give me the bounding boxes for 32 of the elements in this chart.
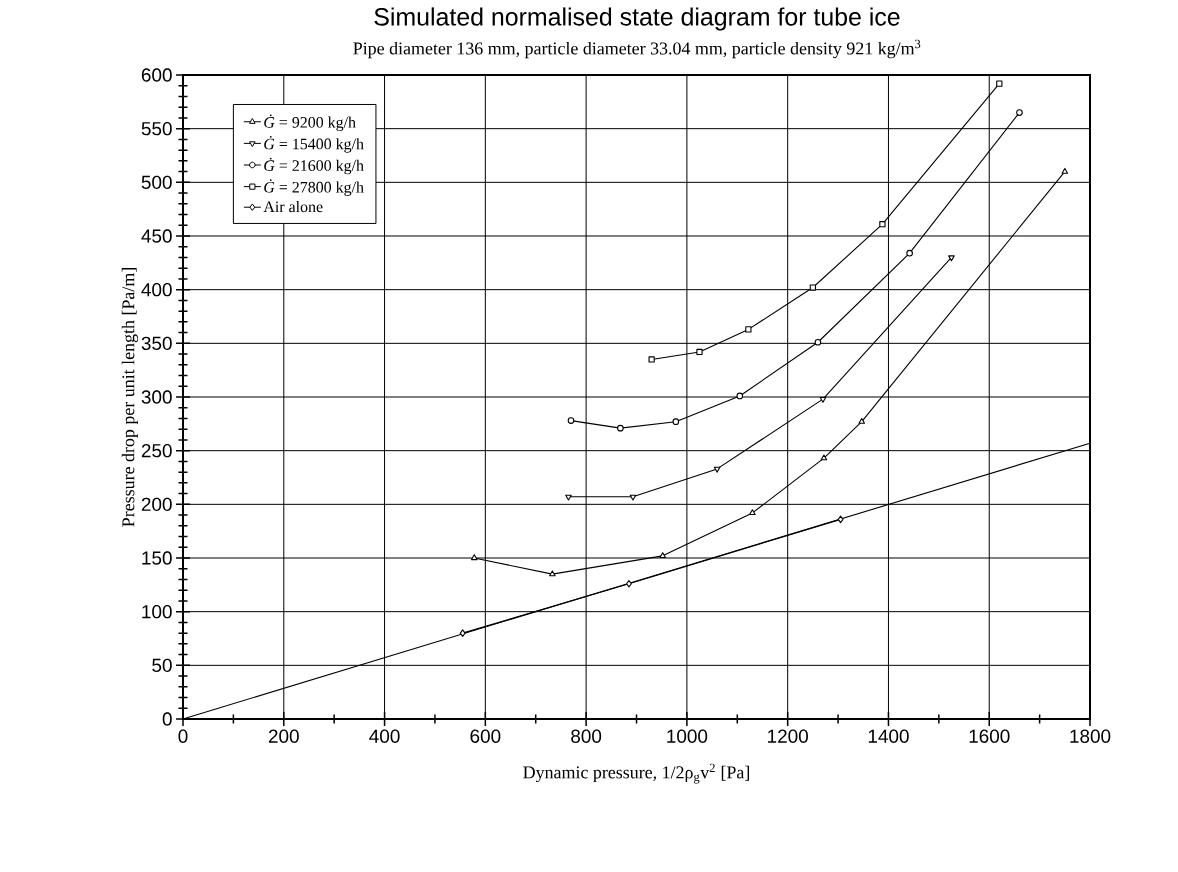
- y-tick-label: 350: [141, 336, 172, 351]
- x-tick-label: 800: [571, 729, 602, 743]
- y-tick-label: 500: [141, 175, 172, 190]
- legend-label: Ġ = 21600 kg/h: [264, 157, 364, 175]
- y-tick-label: 400: [141, 282, 172, 297]
- y-tick-label: 550: [141, 121, 172, 136]
- x-tick-label: 1400: [868, 729, 909, 743]
- chart-subtitle: Pipe diameter 136 mm, particle diameter 33.04 mm, particle density 921 kg/m$^{3}$: [353, 39, 921, 59]
- y-axis-title: Pressure drop per unit length [Pa/m]: [121, 268, 139, 527]
- legend-label: Ġ = 9200 kg/h: [264, 114, 356, 132]
- x-tick-label: 200: [268, 729, 299, 743]
- x-tick-label: 600: [470, 729, 501, 743]
- x-tick-label: 1000: [667, 729, 708, 743]
- x-tick-label: 0: [178, 729, 188, 743]
- x-tick-label: 1200: [768, 729, 808, 743]
- x-axis-title: Dynamic pressure, 1/2ρ$_{g}$v$^{2}$ [Pa]: [523, 763, 750, 784]
- legend-label: Ġ = 15400 kg/h: [264, 136, 364, 153]
- chart-title: Simulated normalised state diagram for tube ice: [374, 7, 900, 31]
- y-tick-label: 450: [141, 229, 172, 243]
- y-tick-label: 0: [162, 712, 172, 726]
- y-tick-label: 150: [142, 551, 172, 565]
- y-tick-label: 100: [142, 604, 172, 619]
- y-tick-label: 300: [141, 390, 172, 404]
- y-tick-label: 250: [141, 443, 172, 458]
- y-tick-label: 50: [152, 658, 172, 673]
- y-tick-label: 200: [141, 497, 172, 512]
- y-tick-label: 600: [141, 68, 172, 82]
- legend-label: Ġ = 27800 kg/h: [264, 179, 364, 196]
- legend-label: Air alone: [263, 200, 323, 213]
- x-tick-label: 1800: [1070, 729, 1111, 743]
- x-tick-label: 400: [369, 729, 400, 743]
- x-tick-label: 1600: [969, 729, 1010, 743]
